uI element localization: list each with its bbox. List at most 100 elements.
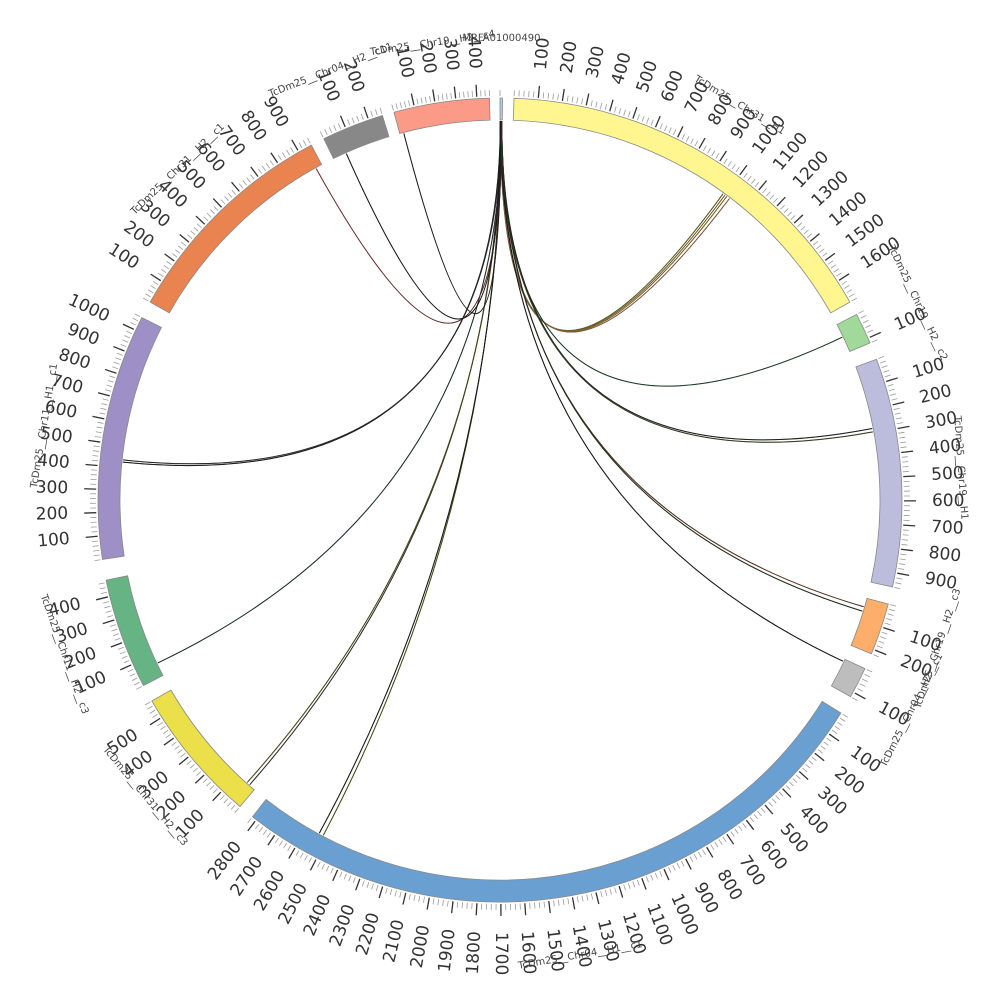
minor-tick	[101, 403, 108, 406]
minor-tick	[227, 801, 232, 807]
major-tick	[654, 115, 661, 128]
segment-label-tcdm25-chr19-h2-c2: TcDm25__Chr19__H2__c2	[885, 243, 949, 363]
segment-tcdm25-chr19-h2-c2	[836, 313, 871, 353]
minor-tick	[234, 807, 240, 813]
link-outline	[501, 121, 863, 612]
minor-tick	[614, 106, 617, 113]
link-outline	[345, 120, 501, 320]
minor-tick	[672, 129, 677, 136]
minor-tick	[105, 610, 112, 613]
major-tick	[824, 252, 836, 261]
major-tick	[122, 323, 135, 330]
tick-label: 100	[531, 37, 554, 71]
minor-tick	[324, 129, 328, 135]
minor-tick	[734, 828, 739, 834]
minor-tick	[308, 857, 313, 863]
minor-tick	[269, 160, 274, 166]
tick-label: 900	[65, 319, 103, 350]
minor-tick	[321, 863, 325, 870]
minor-tick	[600, 102, 603, 109]
minor-tick	[841, 280, 847, 285]
minor-tick	[360, 114, 364, 120]
minor-tick	[103, 601, 110, 604]
minor-tick	[547, 92, 550, 99]
minor-tick	[898, 563, 905, 565]
minor-tick	[711, 150, 716, 157]
minor-tick	[196, 771, 202, 776]
minor-tick	[710, 844, 715, 850]
minor-tick	[375, 885, 379, 891]
minor-tick	[659, 870, 663, 877]
minor-tick	[129, 673, 136, 677]
minor-tick	[333, 125, 337, 131]
minor-tick	[286, 149, 290, 156]
minor-tick	[749, 816, 755, 823]
minor-tick	[106, 615, 113, 618]
major-tick	[363, 106, 369, 119]
major-tick	[110, 642, 123, 648]
minor-tick	[389, 889, 393, 896]
major-tick	[119, 664, 132, 671]
minor-tick	[123, 660, 130, 664]
minor-tick	[375, 109, 378, 116]
minor-tick	[668, 127, 672, 134]
major-tick	[537, 85, 541, 98]
major-tick	[291, 139, 299, 151]
minor-tick	[760, 807, 766, 813]
major-tick	[618, 885, 624, 898]
major-tick	[402, 892, 407, 905]
minor-tick	[811, 756, 817, 762]
minor-tick	[330, 867, 334, 874]
minor-tick	[902, 461, 909, 463]
major-tick	[685, 858, 692, 870]
minor-tick	[690, 138, 694, 144]
tick-label: 600	[932, 491, 964, 511]
minor-tick	[458, 91, 461, 99]
major-tick	[212, 791, 222, 802]
minor-tick	[873, 654, 879, 658]
minor-tick	[806, 233, 812, 238]
minor-tick	[623, 109, 626, 116]
minor-tick	[274, 837, 279, 844]
minor-tick	[352, 877, 356, 883]
minor-tick	[888, 608, 895, 612]
minor-tick	[895, 582, 902, 585]
minor-tick	[461, 902, 463, 909]
minor-tick	[92, 450, 99, 452]
major-tick	[309, 859, 317, 871]
major-tick	[897, 572, 910, 577]
minor-tick	[441, 94, 444, 101]
minor-tick	[189, 764, 195, 769]
major-tick	[698, 137, 706, 149]
major-tick	[641, 878, 647, 890]
tick-label: 300	[439, 37, 462, 71]
link-tcdm25-chr19-h2-c3	[501, 121, 863, 612]
minor-tick	[581, 895, 584, 902]
minor-tick	[557, 94, 559, 101]
minor-tick	[142, 297, 149, 302]
minor-tick	[149, 709, 156, 714]
segment-mrfa01000490	[499, 97, 503, 121]
minor-tick	[93, 445, 100, 448]
minor-tick	[231, 189, 236, 195]
minor-tick	[836, 272, 842, 277]
minor-tick	[190, 230, 196, 236]
major-tick	[88, 439, 101, 443]
minor-tick	[698, 851, 702, 858]
major-tick	[85, 463, 98, 467]
minor-tick	[121, 655, 128, 659]
major-tick	[97, 392, 110, 397]
tick-label: 600	[657, 68, 688, 106]
minor-tick	[202, 778, 208, 783]
major-tick	[288, 847, 296, 859]
minor-tick	[277, 154, 282, 161]
minor-tick	[846, 289, 853, 294]
minor-tick	[450, 92, 452, 99]
minor-tick	[775, 795, 781, 801]
major-tick	[247, 820, 256, 832]
major-tick	[854, 692, 866, 700]
minor-tick	[753, 813, 758, 820]
minor-tick	[627, 882, 631, 889]
major-tick	[838, 273, 850, 281]
